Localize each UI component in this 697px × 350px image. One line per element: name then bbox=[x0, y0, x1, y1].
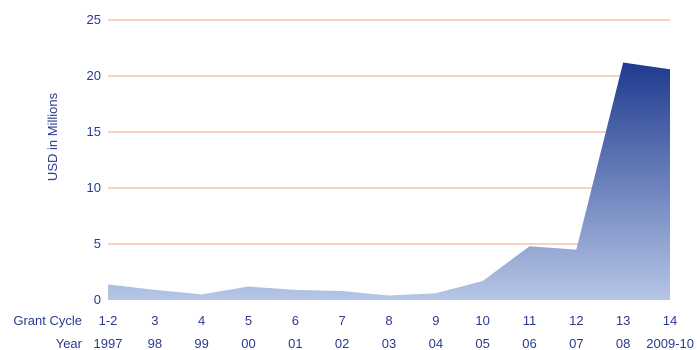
grant-cycle-row-label: Grant Cycle bbox=[13, 313, 82, 328]
grant-cycle-tick-label: 5 bbox=[245, 313, 252, 328]
year-tick-label: 05 bbox=[475, 336, 489, 350]
year-tick-label: 07 bbox=[569, 336, 583, 350]
grant-cycle-tick-label: 7 bbox=[339, 313, 346, 328]
y-tick-labels: 0 5 10 15 20 25 bbox=[87, 12, 101, 307]
year-tick-label: 01 bbox=[288, 336, 302, 350]
y-tick-label: 20 bbox=[87, 68, 101, 83]
grant-cycle-tick-label: 4 bbox=[198, 313, 205, 328]
gridlines bbox=[108, 19, 670, 245]
grant-cycle-tick-label: 8 bbox=[385, 313, 392, 328]
year-tick-label: 04 bbox=[429, 336, 443, 350]
year-tick-label: 00 bbox=[241, 336, 255, 350]
grant-cycle-tick-label: 9 bbox=[432, 313, 439, 328]
year-tick-label: 1997 bbox=[94, 336, 123, 350]
year-tick-label: 03 bbox=[382, 336, 396, 350]
area-series bbox=[108, 62, 670, 301]
year-tick-label: 08 bbox=[616, 336, 630, 350]
grant-cycle-tick-label: 14 bbox=[663, 313, 677, 328]
y-tick-label: 5 bbox=[94, 236, 101, 251]
y-tick-label: 0 bbox=[94, 292, 101, 307]
grant-cycle-tick-label: 10 bbox=[475, 313, 489, 328]
grant-cycle-tick-label: 1-2 bbox=[99, 313, 118, 328]
year-row-label: Year bbox=[56, 336, 83, 350]
grant-cycle-tick-label: 3 bbox=[151, 313, 158, 328]
year-tick-label: 99 bbox=[194, 336, 208, 350]
year-tick-label: 98 bbox=[148, 336, 162, 350]
grant-cycle-tick-label: 11 bbox=[523, 313, 537, 328]
year-tick-label: 02 bbox=[335, 336, 349, 350]
y-tick-label: 15 bbox=[87, 124, 101, 139]
year-tick-label: 06 bbox=[522, 336, 536, 350]
y-tick-label: 25 bbox=[87, 12, 101, 27]
grant-cycle-tick-label: 6 bbox=[292, 313, 299, 328]
y-tick-label: 10 bbox=[87, 180, 101, 195]
grant-cycle-tick-label: 13 bbox=[616, 313, 630, 328]
y-axis-label: USD in Millions bbox=[45, 92, 60, 181]
year-tick-label: 2009-10 bbox=[646, 336, 694, 350]
grant-cycle-tick-labels: 1-2 3 4 5 6 7 8 9 10 11 12 13 14 bbox=[99, 313, 678, 328]
year-tick-labels: 1997 98 99 00 01 02 03 04 05 06 07 08 2009-10 bbox=[94, 336, 694, 350]
grant-cycle-tick-label: 12 bbox=[569, 313, 583, 328]
